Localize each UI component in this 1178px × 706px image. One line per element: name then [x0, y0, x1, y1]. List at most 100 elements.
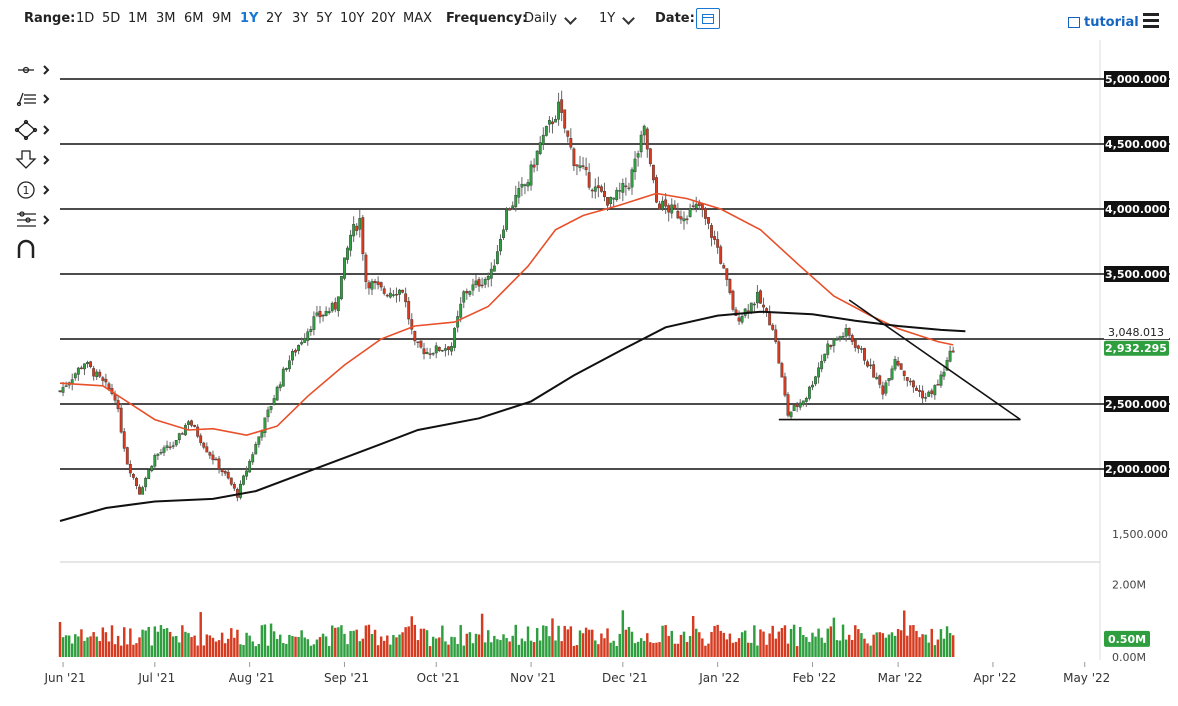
- candle-body: [251, 454, 255, 463]
- volume-bar: [471, 643, 475, 657]
- range-button-20y[interactable]: 20Y: [371, 11, 396, 26]
- candle-body: [489, 268, 493, 279]
- candle-body: [575, 164, 579, 167]
- candle-body: [447, 346, 450, 350]
- candle-body: [315, 312, 319, 316]
- calendar-button[interactable]: [696, 8, 720, 29]
- volume-bar: [854, 625, 857, 657]
- period-select[interactable]: 1Y: [599, 11, 616, 26]
- volume-bar: [685, 641, 689, 657]
- candle-body: [899, 363, 903, 370]
- volume-bar: [199, 612, 202, 657]
- x-tick-label: Aug '21: [229, 671, 275, 685]
- volume-bar: [138, 637, 141, 657]
- volume-bar: [187, 633, 190, 657]
- volume-bar: [196, 645, 199, 657]
- candle-body: [893, 359, 897, 370]
- range-button-max[interactable]: MAX: [403, 11, 433, 26]
- candle-body: [190, 420, 193, 426]
- volume-bar: [743, 630, 747, 657]
- candle-body: [462, 291, 466, 303]
- volume-bar: [376, 645, 380, 657]
- volume-bar: [462, 645, 465, 657]
- candle-body: [79, 367, 83, 370]
- candle-body: [731, 290, 735, 310]
- range-button-2y[interactable]: 2Y: [266, 11, 283, 26]
- candle-body: [722, 265, 726, 269]
- number-label-tool-icon[interactable]: [17, 181, 50, 199]
- frequency-select[interactable]: Daily: [524, 11, 557, 26]
- candle-body: [676, 210, 680, 219]
- magnet-tool-icon[interactable]: [17, 239, 35, 258]
- hamburger-menu-icon[interactable]: [1143, 13, 1159, 28]
- volume-bar: [214, 641, 218, 657]
- volume-bar: [633, 643, 637, 657]
- candle-body: [211, 454, 215, 461]
- range-button-1y[interactable]: 1Y: [240, 11, 259, 26]
- crosshair-tool-icon[interactable]: [18, 65, 50, 75]
- candle-body: [887, 378, 891, 382]
- range-button-3y[interactable]: 3Y: [292, 11, 309, 26]
- volume-bar: [129, 628, 132, 657]
- volume-bar: [924, 634, 927, 657]
- volume-bar: [863, 638, 866, 657]
- volume-bar: [257, 643, 261, 657]
- volume-bar: [358, 641, 361, 657]
- volume-bar: [786, 643, 790, 657]
- range-button-5y[interactable]: 5Y: [316, 11, 333, 26]
- range-button-1m[interactable]: 1M: [128, 11, 148, 26]
- volume-bar: [575, 645, 579, 657]
- tutorial-link[interactable]: tutorial: [1068, 15, 1139, 30]
- volume-bar: [71, 643, 74, 657]
- volume-bar: [202, 645, 205, 657]
- candle-body: [535, 150, 539, 165]
- fib-levels-tool-icon[interactable]: [16, 92, 50, 107]
- pitchfork-tool-icon[interactable]: [17, 211, 50, 227]
- range-button-5d[interactable]: 5D: [102, 11, 121, 26]
- range-button-9m[interactable]: 9M: [212, 11, 232, 26]
- shapes-tool-icon[interactable]: [14, 119, 50, 141]
- candle-body: [682, 218, 686, 222]
- current-volume-badge: [1104, 630, 1150, 647]
- volume-bar: [499, 640, 502, 657]
- volume-bar: [260, 625, 264, 657]
- candle-body: [116, 400, 120, 410]
- candle-body: [395, 293, 398, 296]
- volume-bar: [615, 645, 618, 657]
- candle-body: [915, 387, 918, 391]
- volume-bar: [655, 642, 658, 657]
- volume-bar: [123, 627, 126, 657]
- candle-body: [624, 185, 628, 188]
- volume-bar: [83, 640, 86, 657]
- range-button-3m[interactable]: 3M: [156, 11, 176, 26]
- candle-body: [508, 208, 512, 211]
- candle-body: [581, 165, 585, 167]
- candle-body: [703, 208, 707, 219]
- candle-body: [847, 328, 851, 336]
- candle-body: [786, 394, 790, 416]
- volume-bar: [95, 636, 98, 657]
- range-button-10y[interactable]: 10Y: [340, 11, 365, 26]
- volume-bar: [447, 644, 450, 657]
- volume-bar: [379, 636, 383, 657]
- volume-bar: [529, 640, 533, 657]
- volume-bar: [266, 645, 270, 657]
- volume-bar: [832, 617, 836, 657]
- range-button-6m[interactable]: 6M: [184, 11, 204, 26]
- candle-body: [330, 303, 334, 312]
- volume-bar: [318, 637, 322, 657]
- volume-bar: [171, 636, 175, 657]
- volume-bar: [526, 626, 530, 657]
- arrow-down-tool-icon[interactable]: [15, 150, 50, 169]
- volume-bar: [205, 634, 209, 657]
- trendline-1[interactable]: [848, 299, 1021, 421]
- volume-bar: [331, 625, 334, 657]
- candle-body: [502, 229, 505, 239]
- candle-body: [431, 352, 435, 355]
- range-button-1d[interactable]: 1D: [76, 11, 95, 26]
- volume-bar: [150, 645, 153, 657]
- volume-bar: [569, 626, 573, 657]
- volume-bar: [936, 639, 940, 657]
- volume-bar: [799, 626, 802, 657]
